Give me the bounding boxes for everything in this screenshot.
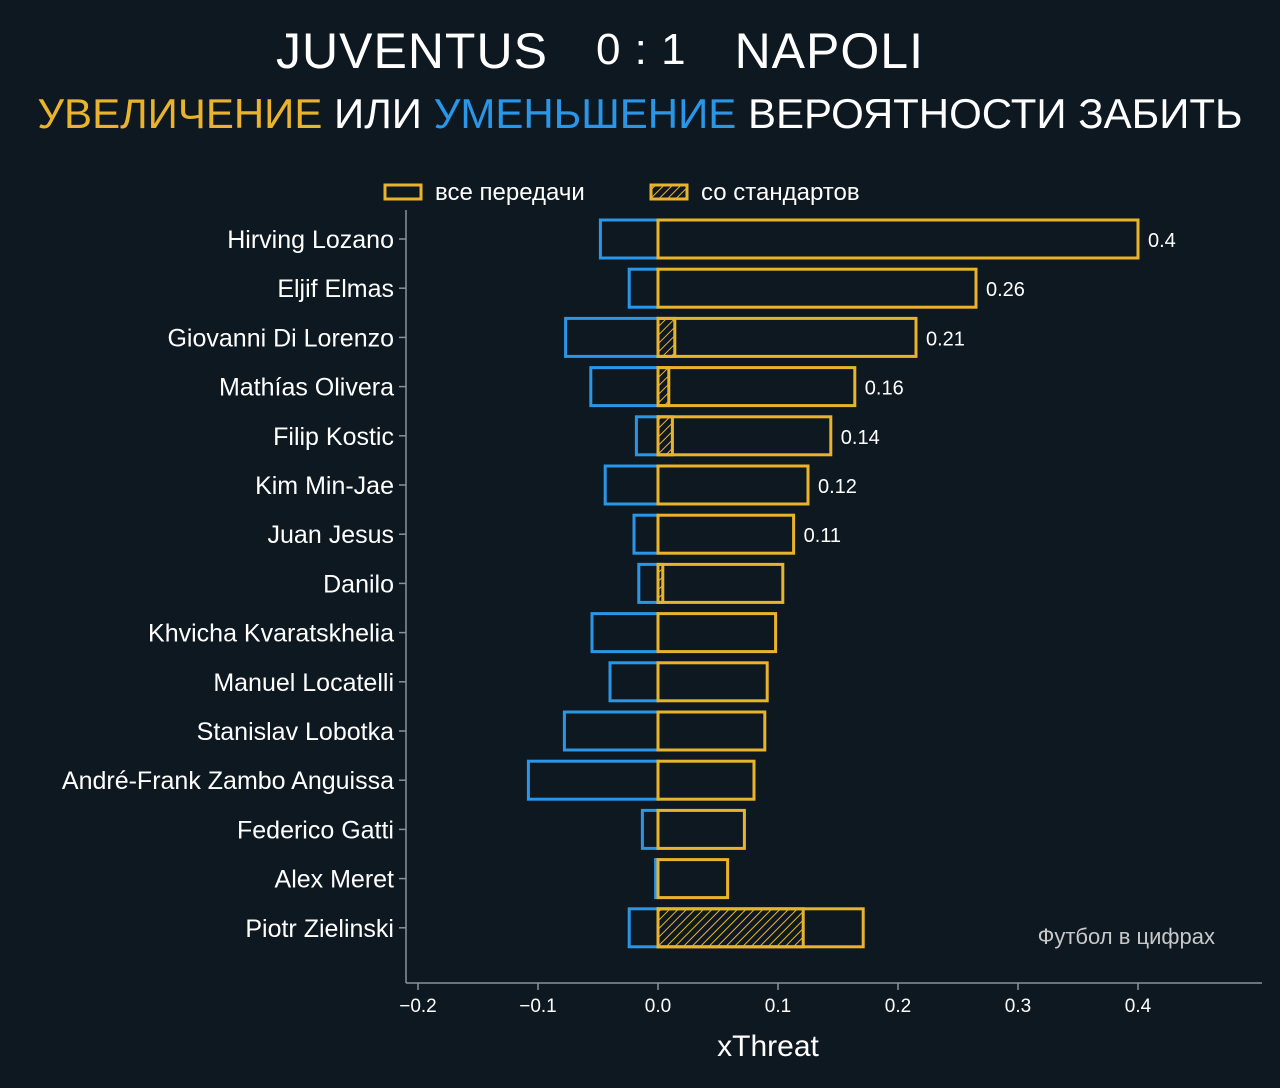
bars <box>526 218 1140 949</box>
category-label: Stanislav Lobotka <box>197 718 394 746</box>
increase-bar <box>656 907 865 949</box>
decrease-bar <box>526 759 660 801</box>
decrease-bar <box>562 710 660 752</box>
legend-swatch-hatched <box>649 183 689 201</box>
category-label: Danilo <box>323 570 394 598</box>
value-label: 0.12 <box>818 476 857 498</box>
category-label: Eljif Elmas <box>277 275 394 303</box>
increase-bar <box>656 513 796 555</box>
away-team-name: NAPOLI <box>734 23 924 79</box>
x-tick-label: 0.2 <box>885 996 911 1017</box>
increase-bar <box>656 710 767 752</box>
increase-bar <box>656 218 1140 260</box>
x-tick-label: 0.1 <box>765 996 791 1017</box>
x-tick-label: −0.1 <box>519 996 557 1017</box>
category-label: Giovanni Di Lorenzo <box>167 324 394 352</box>
value-label: 0.11 <box>804 525 841 547</box>
value-label: 0.16 <box>865 378 904 400</box>
increase-bar <box>656 267 978 309</box>
subtitle-or: ИЛИ <box>322 90 434 137</box>
category-label: Piotr Zielinski <box>245 915 394 943</box>
increase-bar <box>656 464 810 506</box>
increase-bar <box>656 858 730 900</box>
increase-bar <box>656 612 778 654</box>
legend-label: со стандартов <box>701 179 860 206</box>
axes: −0.2 −0.1 0.0 0.1 0.2 0.3 0.4 <box>399 210 1262 1017</box>
chart-subtitle: УВЕЛИЧЕНИЕ ИЛИ УМЕНЬШЕНИЕ ВЕРОЯТНОСТИ ЗА… <box>0 90 1280 138</box>
category-label: Hirving Lozano <box>227 226 394 254</box>
value-label: 0.14 <box>841 427 880 449</box>
set-piece-bar <box>656 316 677 358</box>
category-label: Kim Min-Jae <box>255 472 394 500</box>
category-label: André-Frank Zambo Anguissa <box>62 767 394 795</box>
x-tick-label: 0.3 <box>1005 996 1031 1017</box>
increase-bar <box>656 808 746 850</box>
decrease-bar <box>589 366 660 408</box>
decrease-bar <box>627 267 660 309</box>
set-piece-bar <box>656 415 674 457</box>
value-label: 0.21 <box>926 328 965 350</box>
decrease-bar <box>634 415 660 457</box>
increase-bar <box>656 366 857 408</box>
watermark: Футбол в цифрах <box>1038 924 1215 949</box>
decrease-bar <box>590 612 660 654</box>
decrease-bar <box>637 562 660 604</box>
category-label: Manuel Locatelli <box>213 669 394 697</box>
subtitle-increase: УВЕЛИЧЕНИЕ <box>37 90 323 137</box>
subtitle-decrease: УМЕНЬШЕНИЕ <box>433 90 737 137</box>
category-label: Khvicha Kvaratskhelia <box>148 620 394 648</box>
legend-label: все передачи <box>435 179 585 206</box>
x-tick-label: −0.2 <box>399 996 437 1017</box>
value-label: 0.4 <box>1148 230 1176 252</box>
increase-bar <box>656 562 785 604</box>
decrease-bar <box>632 513 660 555</box>
decrease-bar <box>564 316 660 358</box>
increase-bar <box>656 661 769 703</box>
subtitle-rest: ВЕРОЯТНОСТИ ЗАБИТЬ <box>736 90 1243 137</box>
x-tick-label: 0.0 <box>645 996 671 1017</box>
chart-title: JUVENTUS 0 : 1 NAPOLI <box>0 22 1200 80</box>
category-label: Filip Kostic <box>273 423 394 451</box>
category-label: Alex Meret <box>275 866 395 894</box>
increase-bar <box>656 316 918 358</box>
legend-swatch-outline <box>383 183 423 201</box>
labels: Hirving Lozano 0.4 Eljif Elmas 0.26 Giovanni… <box>62 226 1176 943</box>
set-piece-bar <box>656 366 671 408</box>
decrease-bar <box>608 661 660 703</box>
decrease-bar <box>598 218 660 260</box>
set-piece-bar <box>656 907 805 949</box>
increase-bar <box>656 759 756 801</box>
x-axis-label: xThreat <box>717 1030 819 1063</box>
match-score: 0 : 1 <box>595 25 687 74</box>
category-label: Mathías Olivera <box>219 374 394 402</box>
legend: все передачи со стандартов <box>383 179 860 206</box>
decrease-bar <box>603 464 660 506</box>
home-team-name: JUVENTUS <box>276 23 548 79</box>
value-label: 0.26 <box>986 279 1025 301</box>
x-tick-label: 0.4 <box>1125 996 1152 1017</box>
category-label: Federico Gatti <box>237 816 394 844</box>
category-label: Juan Jesus <box>268 521 394 549</box>
increase-bar <box>656 415 833 457</box>
decrease-bar <box>640 808 660 850</box>
decrease-bar <box>627 907 660 949</box>
